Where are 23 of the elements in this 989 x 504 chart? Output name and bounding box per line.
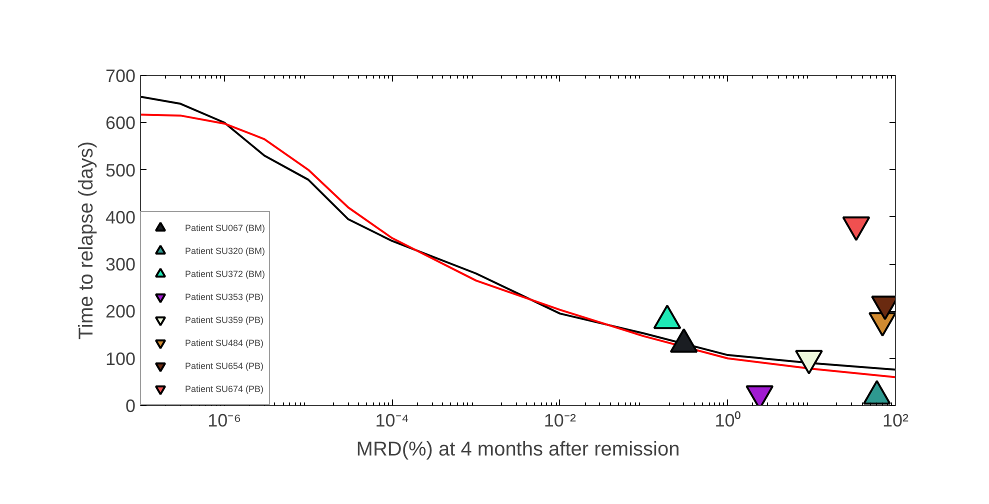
legend-label: Patient SU372 (BM) [185,268,266,278]
y-tick-label: 0 [125,396,136,416]
x-tick-label: 10⁻⁶ [208,410,242,430]
legend-label: Patient SU654 (PB) [185,360,264,370]
x-axis-title: MRD(%) at 4 months after remission [356,438,680,460]
x-tick-label: 10⁻² [544,410,576,430]
y-tick-label: 600 [105,113,136,134]
legend-label: Patient SU353 (PB) [185,292,264,302]
y-tick-label: 700 [105,66,136,86]
y-tick-label: 400 [105,207,136,228]
legend-label: Patient SU320 (BM) [185,246,266,256]
y-tick-label: 200 [105,302,136,322]
y-tick-label: 300 [105,254,136,275]
legend-label: Patient SU674 (PB) [185,384,264,394]
y-tick-label: 100 [105,348,136,369]
x-tick-label: 10⁰ [714,410,741,430]
y-axis-title: Time to relapse (days) [75,141,98,340]
x-tick-label: 10² [882,410,909,430]
y-tick-label: 500 [105,160,136,180]
legend-label: Patient SU359 (PB) [185,314,264,324]
legend-label: Patient SU067 (BM) [185,222,266,232]
x-tick-label: 10⁻⁴ [375,410,410,430]
legend-label: Patient SU484 (PB) [185,338,264,348]
